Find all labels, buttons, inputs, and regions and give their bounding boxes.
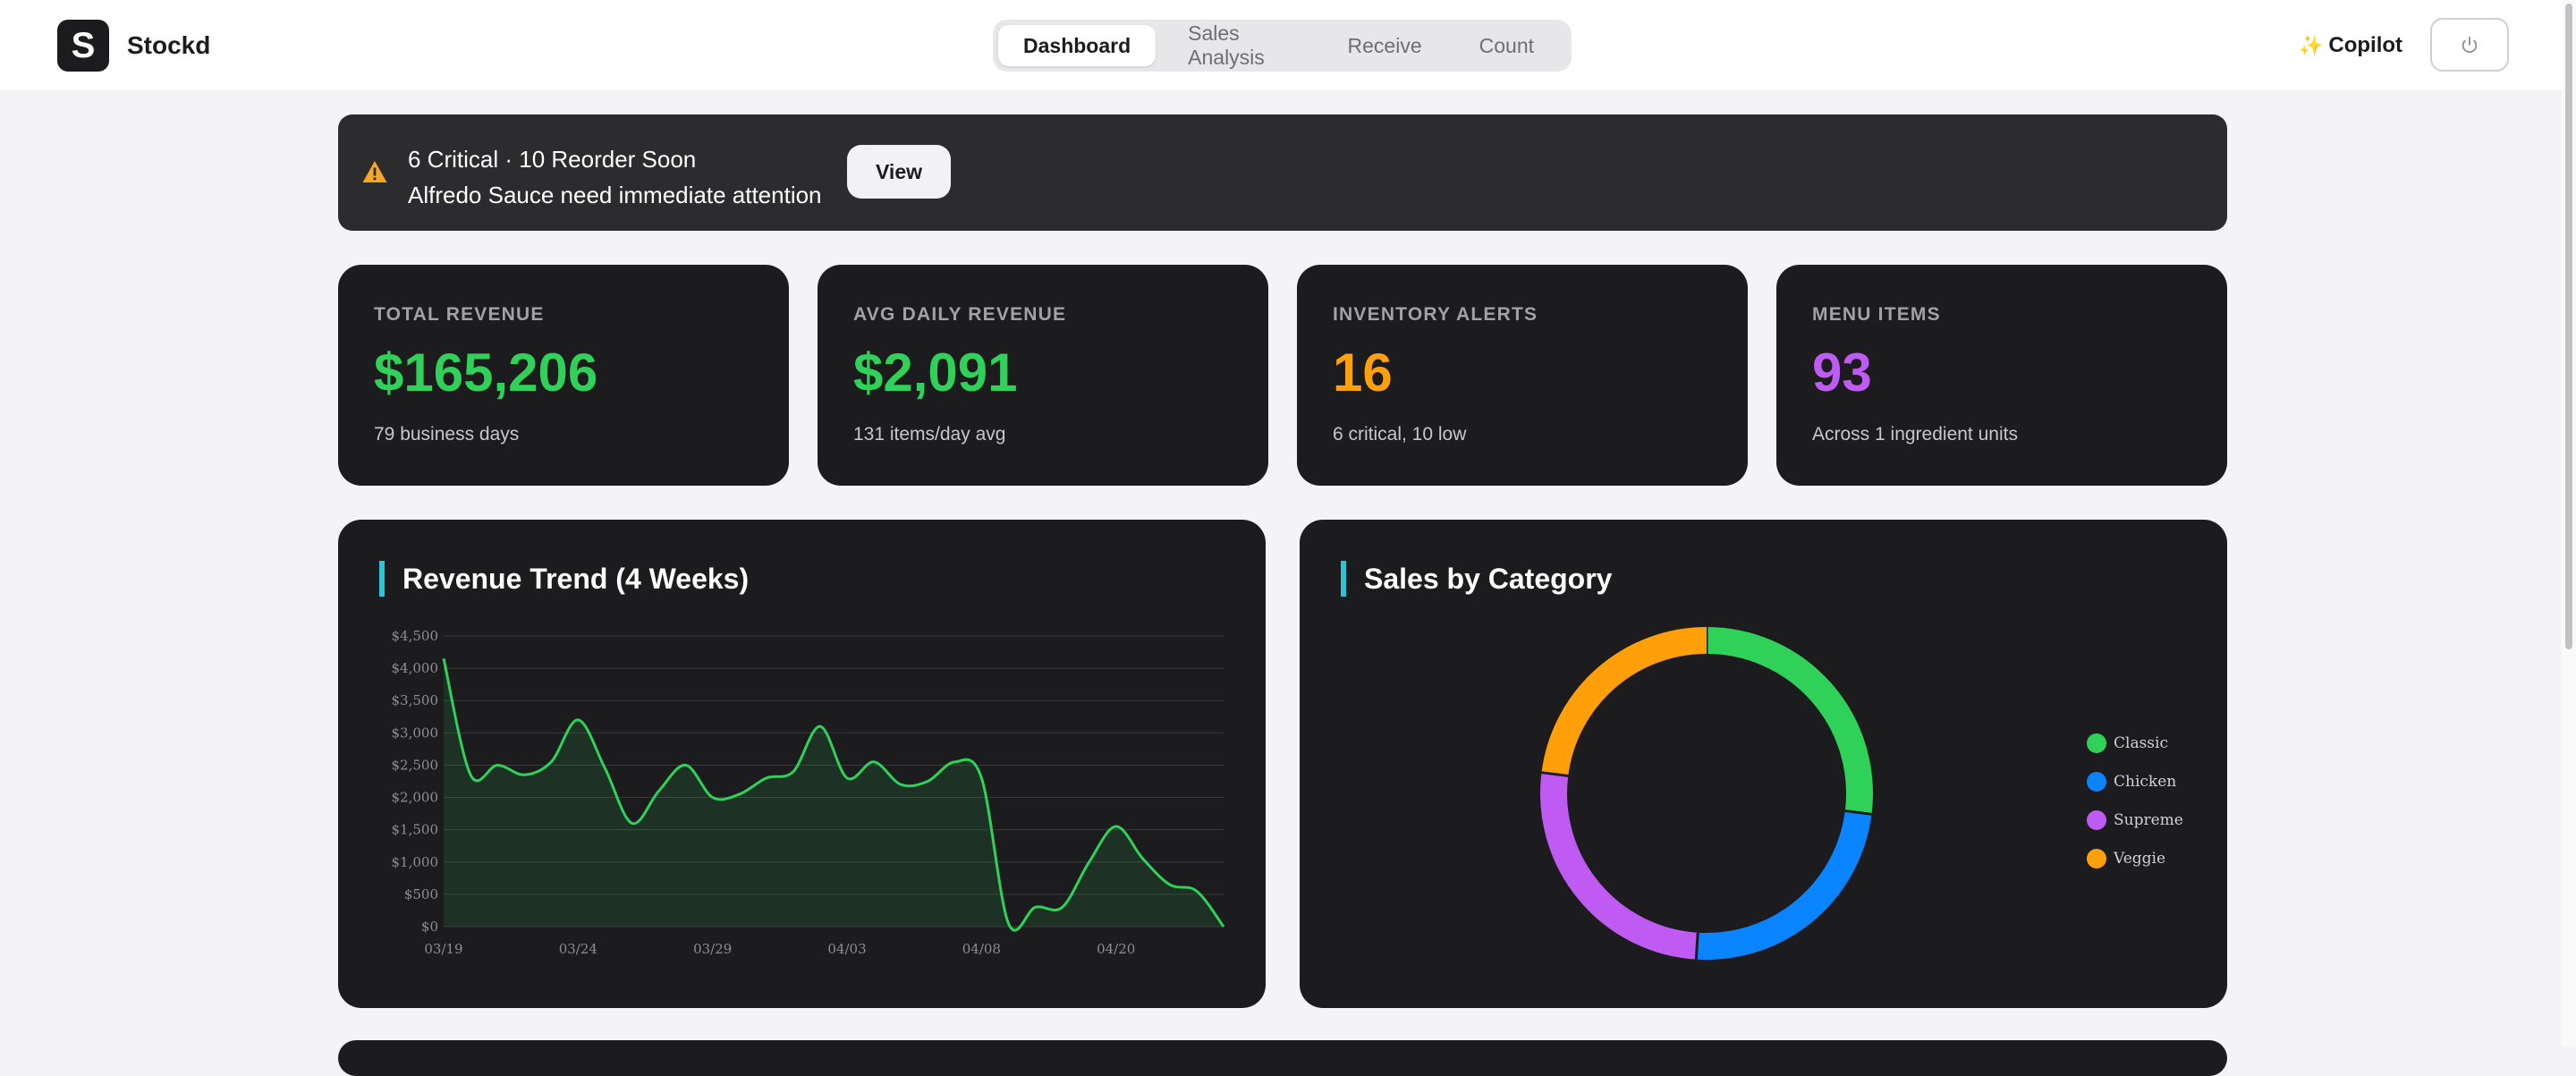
legend-swatch (2087, 809, 2106, 830)
legend-label: Veggie (2114, 849, 2166, 868)
y-tick-label: $2,500 (392, 757, 439, 773)
tab-sales-analysis[interactable]: Sales Analysis (1188, 21, 1265, 69)
category-legend: Classic Chicken Supreme Veggie (2087, 724, 2183, 877)
stat-card-menu-items: MENU ITEMS 93 Across 1 ingredient units (1776, 265, 2227, 486)
legend-item-veggie[interactable]: Veggie (2087, 839, 2183, 877)
donut-slice-chicken[interactable] (1696, 810, 1872, 960)
power-button[interactable] (2430, 18, 2509, 72)
top-navigation-bar: S Stockd Dashboard Sales Analysis Receiv… (0, 0, 2562, 91)
tab-count[interactable]: Count (1479, 33, 1534, 57)
sparkles-icon: ✨ (2299, 34, 2324, 56)
y-tick-label: $3,000 (392, 724, 439, 741)
stat-value: 93 (1812, 343, 1872, 402)
warning-icon (362, 161, 387, 182)
stat-value: 16 (1333, 343, 1393, 402)
revenue-line (442, 657, 1225, 932)
x-tick-label: 04/20 (1097, 941, 1135, 957)
stat-label: MENU ITEMS (1812, 304, 1941, 325)
x-tick-label: 03/24 (559, 941, 597, 957)
scrollbar-thumb[interactable] (2565, 4, 2572, 649)
revenue-trend-card: Revenue Trend (4 Weeks) $0 $500 $1,000 $1,5… (338, 520, 1266, 1008)
stat-value: $2,091 (853, 343, 1018, 402)
stat-label: AVG DAILY REVENUE (853, 304, 1067, 325)
legend-label: Classic (2114, 733, 2168, 752)
copilot-label: Copilot (2328, 33, 2403, 57)
legend-label: Chicken (2114, 772, 2177, 791)
view-alerts-button[interactable]: View (847, 145, 951, 199)
next-section-card (338, 1040, 2227, 1076)
legend-item-supreme[interactable]: Supreme (2087, 801, 2183, 839)
stat-label: INVENTORY ALERTS (1333, 304, 1538, 325)
app-logo: S (57, 20, 109, 72)
y-tick-label: $3,500 (392, 692, 439, 708)
x-tick-label: 04/08 (962, 941, 1001, 957)
alert-detail: Alfredo Sauce need immediate attention (408, 182, 822, 208)
sales-by-category-donut (1540, 627, 1873, 960)
slice-separator (1844, 809, 1872, 816)
x-tick-label: 03/19 (424, 941, 462, 957)
inventory-alert-banner: 6 Critical · 10 Reorder Soon Alfredo Sau… (338, 114, 2227, 231)
tab-dashboard[interactable]: Dashboard (998, 25, 1157, 66)
legend-item-classic[interactable]: Classic (2087, 724, 2183, 762)
x-tick-label: 04/03 (827, 941, 866, 957)
stat-card-avg-daily-revenue: AVG DAILY REVENUE $2,091 131 items/day a… (818, 265, 1268, 486)
sales-by-category-card: Sales by Category Classic Chicken Suprem… (1300, 520, 2227, 1008)
donut-slice-classic[interactable] (1706, 627, 1873, 815)
stat-label: TOTAL REVENUE (374, 304, 545, 325)
y-tick-label: $2,000 (392, 790, 439, 806)
stat-subtext: 131 items/day avg (853, 424, 1006, 445)
brand[interactable]: S Stockd (57, 20, 210, 72)
alert-summary: 6 Critical · 10 Reorder Soon (408, 146, 697, 173)
revenue-area-fill (444, 658, 1224, 931)
stat-subtext: Across 1 ingredient units (1812, 424, 2018, 445)
y-tick-label: $0 (421, 919, 438, 935)
revenue-trend-title: Revenue Trend (4 Weeks) (379, 561, 749, 597)
legend-item-chicken[interactable]: Chicken (2087, 762, 2183, 801)
y-tick-label: $1,500 (392, 822, 439, 838)
legend-swatch (2087, 733, 2106, 753)
donut-slice-supreme[interactable] (1540, 772, 1699, 960)
y-tick-label: $4,500 (392, 628, 439, 644)
stat-card-total-revenue: TOTAL REVENUE $165,206 79 business days (338, 265, 789, 486)
main-tabs: Dashboard Sales Analysis Receive Count (993, 20, 1572, 72)
sales-by-category-title: Sales by Category (1341, 561, 1612, 597)
app-name: Stockd (127, 31, 211, 59)
stat-subtext: 6 critical, 10 low (1333, 424, 1467, 445)
y-tick-label: $500 (404, 886, 438, 902)
slice-separator (1541, 771, 1569, 777)
copilot-button[interactable]: ✨ Copilot (2299, 27, 2402, 64)
stat-value: $165,206 (374, 343, 598, 402)
stat-card-inventory-alerts: INVENTORY ALERTS 16 6 critical, 10 low (1297, 265, 1748, 486)
slice-separator (1694, 932, 1699, 960)
alert-message: 6 Critical · 10 Reorder Soon Alfredo Sau… (408, 141, 822, 213)
stat-subtext: 79 business days (374, 424, 520, 445)
donut-slice-veggie[interactable] (1541, 627, 1707, 776)
legend-swatch (2087, 848, 2106, 868)
y-tick-label: $1,000 (392, 854, 439, 870)
tab-receive[interactable]: Receive (1347, 33, 1422, 57)
power-icon (2462, 36, 2478, 54)
legend-label: Supreme (2114, 810, 2183, 829)
y-tick-label: $4,000 (392, 660, 439, 676)
x-tick-label: 03/29 (693, 941, 732, 957)
revenue-trend-chart: $0 $500 $1,000 $1,500 $2,000 $2,500 $3,000 $3,5… (392, 628, 1225, 957)
page-scrollbar[interactable] (2562, 0, 2576, 1046)
legend-swatch (2087, 771, 2106, 792)
